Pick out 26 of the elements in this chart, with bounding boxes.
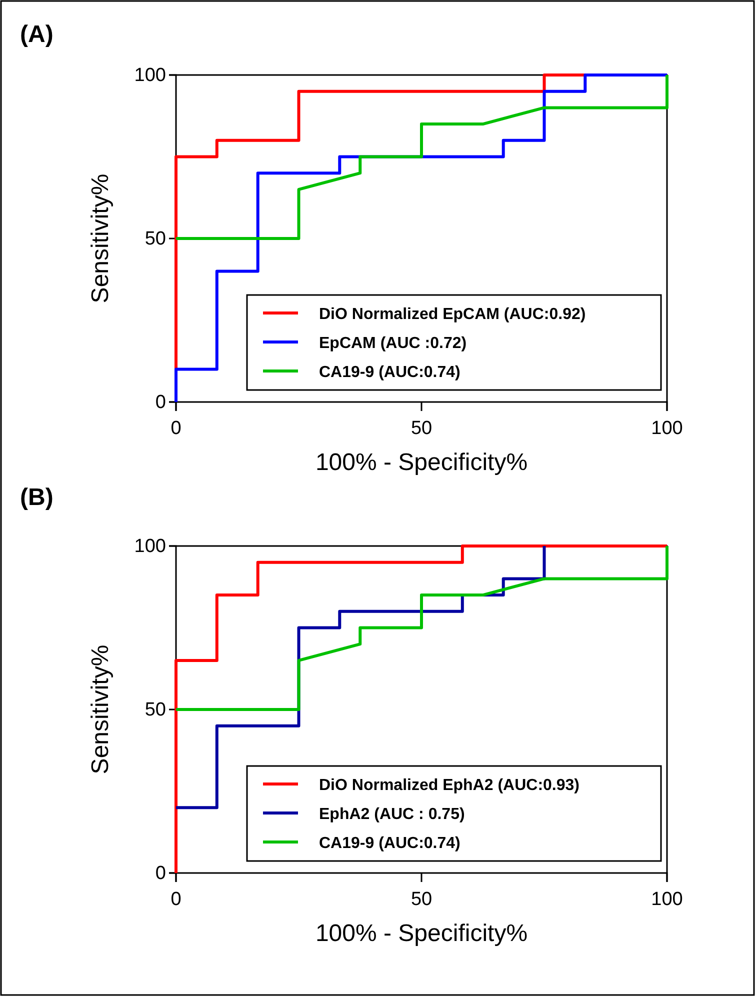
x-tick-label: 100	[651, 888, 683, 910]
y-tick-label: 0	[155, 392, 166, 414]
legend-label: DiO Normalized EpCAM (AUC:0.92)	[319, 306, 586, 323]
y-tick-label: 100	[134, 65, 166, 86]
x-tick-label: 100	[651, 418, 683, 439]
y-tick-label: 100	[134, 536, 166, 558]
line-series	[174, 544, 668, 711]
y-tick-label: 50	[144, 700, 166, 721]
y-tick-label: 0	[155, 863, 166, 884]
x-tick-label: 0	[170, 418, 182, 439]
chart-title: (B)	[20, 484, 54, 511]
chart-title: (A)	[20, 21, 54, 48]
y-axis-title: Sensitivity%	[87, 644, 114, 774]
legend-label: DiO Normalized EphA2 (AUC:0.93)	[319, 777, 580, 794]
line-series	[174, 74, 668, 240]
y-axis-title: Sensitivity%	[87, 174, 114, 304]
legend-label: EpCAM (AUC :0.72)	[319, 335, 467, 352]
legend-label: CA19-9 (AUC:0.74)	[319, 835, 460, 852]
y-tick-label: 50	[144, 228, 166, 250]
x-axis-title: 100% - Specificity%	[315, 920, 528, 947]
legend-label: EphA2 (AUC : 0.75)	[319, 806, 465, 823]
x-tick-label: 0	[170, 888, 182, 910]
x-tick-label: 50	[410, 418, 432, 439]
legend-label: CA19-9 (AUC:0.74)	[319, 364, 460, 381]
x-tick-label: 50	[410, 888, 432, 910]
x-axis-title: 100% - Specificity%	[315, 449, 528, 476]
